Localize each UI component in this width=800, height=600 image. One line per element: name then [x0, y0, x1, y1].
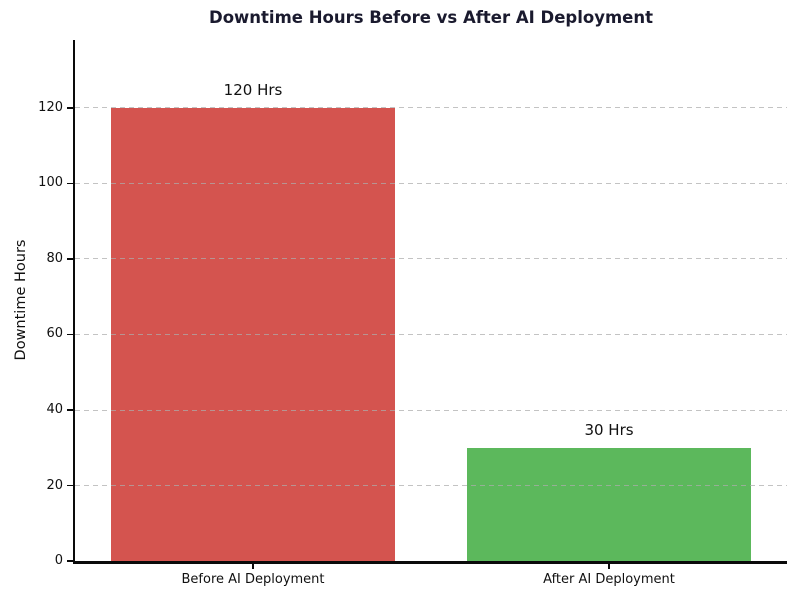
y-tick-mark — [67, 258, 73, 260]
y-tick-mark — [67, 107, 73, 109]
y-tick-label: 60 — [46, 326, 63, 342]
chart-title: Downtime Hours Before vs After AI Deploy… — [209, 8, 653, 27]
bar-after — [466, 447, 752, 561]
y-gridline — [75, 107, 787, 109]
x-axis-spine — [73, 561, 787, 564]
y-tick-label: 100 — [38, 175, 63, 191]
y-tick-label: 40 — [46, 402, 63, 417]
y-tick-label: 80 — [46, 250, 63, 266]
y-gridline — [75, 258, 787, 260]
y-tick-mark — [67, 484, 73, 487]
y-gridline — [75, 409, 787, 411]
plot-area: 120 Hrs Before AI Deployment 30 Hrs After A… — [38, 40, 787, 587]
y-tick-label: 0 — [54, 553, 63, 568]
y-gridline — [75, 333, 787, 335]
bar-value-label: 120 Hrs — [223, 80, 283, 99]
x-tick-label: Before AI Deployment — [181, 572, 325, 587]
y-gridline — [75, 485, 787, 486]
y-gridline — [75, 182, 787, 184]
y-tick-mark — [67, 333, 73, 336]
y-axis-spine — [73, 40, 75, 563]
y-tick-mark — [67, 560, 73, 562]
x-tick-label: After AI Deployment — [543, 572, 675, 587]
x-tick-mark — [608, 563, 610, 569]
y-tick-label: 20 — [46, 477, 63, 493]
x-tick-mark — [252, 563, 254, 569]
y-tick-mark — [67, 409, 73, 411]
y-tick-label: 120 — [38, 99, 63, 115]
y-tick-mark — [67, 182, 73, 185]
bar-value-label: 30 Hrs — [584, 420, 634, 439]
